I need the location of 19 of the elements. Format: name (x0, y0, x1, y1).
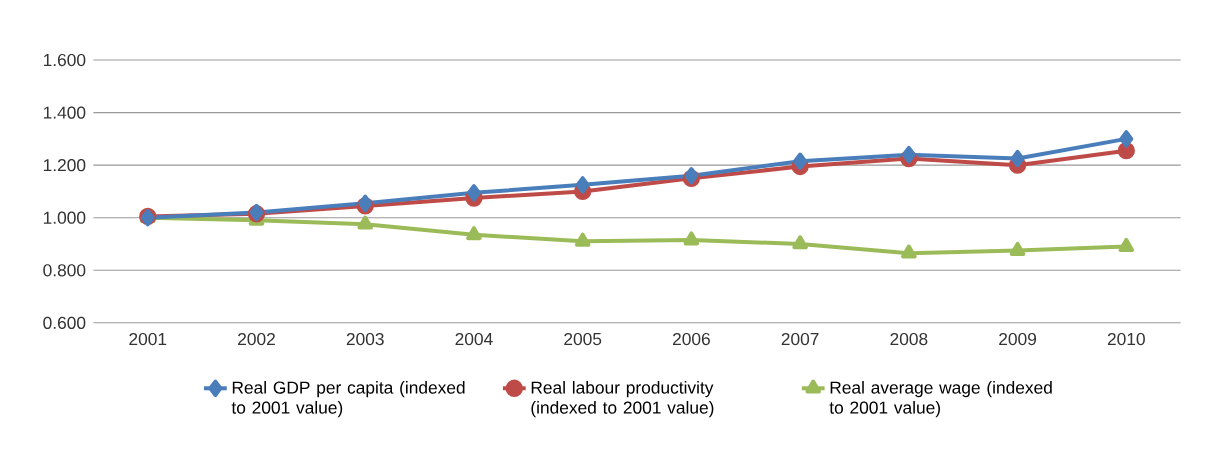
y-tick-label: 1.000 (43, 211, 86, 225)
x-tick-label: 2002 (238, 333, 275, 346)
y-tick-label: 0.800 (43, 264, 86, 277)
x-tick-label: 2003 (346, 333, 384, 346)
x-tick-label: 2009 (999, 333, 1037, 346)
x-tick-label: 2010 (1107, 333, 1145, 346)
x-tick-label: 2008 (890, 333, 928, 346)
y-tick-label: 1.200 (43, 159, 86, 172)
legend-label: Real labour productivity (indexed to 2001 value) (531, 381, 714, 418)
y-tick-label: 1.600 (43, 54, 86, 67)
legend-label: Real average wage (indexed to 2001 value) (829, 381, 1052, 418)
x-tick-label: 2001 (129, 333, 167, 346)
y-tick-label: 0.600 (43, 316, 86, 330)
legend-label: Real GDP per capita (indexed to 2001 value) (231, 381, 465, 418)
x-tick-label: 2007 (781, 333, 819, 346)
y-tick-label: 1.400 (43, 106, 86, 119)
x-tick-label: 2006 (672, 333, 710, 346)
x-tick-label: 2005 (564, 333, 602, 346)
x-tick-label: 2004 (455, 333, 493, 346)
